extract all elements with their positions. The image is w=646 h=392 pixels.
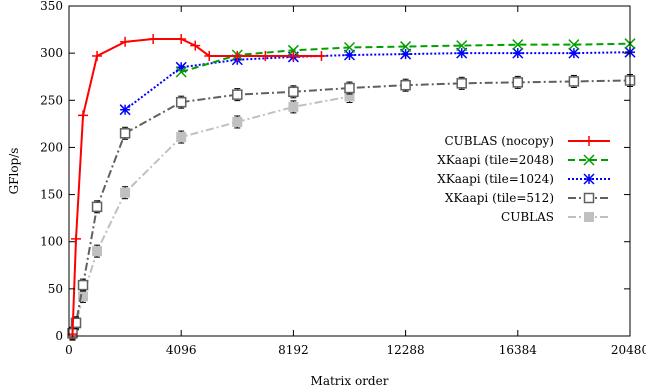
data-point bbox=[568, 47, 580, 59]
legend-label: XKaapi (tile=2048) bbox=[437, 153, 554, 167]
plot-frame bbox=[68, 5, 631, 337]
data-point bbox=[568, 76, 580, 87]
y-axis-title: GFlop/s bbox=[7, 148, 21, 195]
x-tick-label: 8192 bbox=[278, 343, 309, 357]
data-point bbox=[78, 291, 89, 302]
data-point bbox=[400, 41, 412, 53]
data-point bbox=[456, 40, 468, 52]
data-point bbox=[344, 82, 355, 94]
data-point bbox=[232, 89, 243, 100]
series-line bbox=[180, 42, 631, 73]
y-tick-label: 150 bbox=[40, 188, 63, 202]
series-layer bbox=[67, 34, 636, 341]
series-line bbox=[71, 38, 322, 335]
data-point bbox=[583, 173, 595, 185]
x-tick-label: 0 bbox=[65, 343, 73, 357]
legend: CUBLAS (nocopy) XKaapi (tile=2048) XKaapi … bbox=[437, 134, 610, 224]
x-tick-label: 12288 bbox=[387, 343, 425, 357]
y-tick-label: 250 bbox=[40, 93, 63, 107]
data-point bbox=[175, 61, 187, 73]
data-point bbox=[343, 41, 356, 54]
axis-ticks: 0 50 100 150 200 250 300 350 0 4096 8192 12288 16384… bbox=[40, 0, 646, 357]
series bbox=[119, 46, 636, 116]
data-point bbox=[512, 39, 524, 51]
legend-label: CUBLAS (nocopy) bbox=[444, 134, 554, 148]
data-point bbox=[92, 246, 103, 257]
data-point bbox=[70, 317, 82, 329]
data-point bbox=[91, 201, 103, 213]
x-tick-label: 20480 bbox=[611, 343, 646, 357]
data-point bbox=[344, 91, 355, 102]
data-point bbox=[400, 79, 411, 91]
x-tick-label: 4096 bbox=[166, 343, 197, 357]
legend-label: XKaapi (tile=512) bbox=[445, 191, 554, 205]
series bbox=[67, 73, 636, 340]
y-tick-label: 300 bbox=[40, 46, 63, 60]
data-point bbox=[583, 192, 595, 204]
y-tick-label: 350 bbox=[40, 0, 63, 13]
y-tick-label: 200 bbox=[40, 140, 63, 154]
data-point bbox=[119, 128, 131, 139]
data-point bbox=[584, 212, 594, 222]
series-line bbox=[71, 95, 350, 335]
y-tick-label: 100 bbox=[40, 235, 63, 249]
data-point bbox=[120, 187, 131, 198]
x-axis-title: Matrix order bbox=[311, 374, 389, 388]
data-point bbox=[456, 78, 467, 89]
data-point bbox=[568, 39, 580, 51]
legend-label: CUBLAS bbox=[501, 210, 554, 224]
data-point bbox=[583, 154, 595, 166]
y-tick-label: 50 bbox=[48, 282, 63, 296]
data-point bbox=[288, 86, 299, 98]
data-point bbox=[232, 116, 243, 127]
x-tick-label: 16384 bbox=[499, 343, 538, 357]
data-point bbox=[175, 96, 187, 108]
data-point bbox=[77, 279, 89, 291]
y-tick-label: 0 bbox=[55, 329, 63, 343]
data-point bbox=[119, 104, 131, 116]
data-point bbox=[288, 101, 299, 112]
data-point bbox=[287, 44, 299, 56]
series bbox=[67, 34, 327, 340]
series bbox=[67, 90, 355, 341]
data-point bbox=[512, 77, 524, 88]
data-point bbox=[512, 47, 524, 59]
legend-label: XKaapi (tile=1024) bbox=[437, 172, 554, 186]
data-point bbox=[176, 132, 187, 143]
series-line bbox=[71, 79, 631, 334]
data-point bbox=[175, 66, 187, 78]
